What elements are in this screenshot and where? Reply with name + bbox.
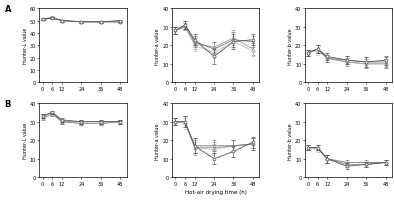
Y-axis label: Hunter-L value: Hunter-L value	[22, 28, 28, 64]
Text: B: B	[4, 99, 11, 108]
Y-axis label: Hunter-b value: Hunter-b value	[288, 122, 293, 159]
Y-axis label: Hunter-a value: Hunter-a value	[155, 28, 160, 64]
Y-axis label: Hunter-a value: Hunter-a value	[155, 122, 160, 159]
Y-axis label: Hunter-b value: Hunter-b value	[288, 28, 293, 64]
X-axis label: Hot-air drying time (h): Hot-air drying time (h)	[185, 189, 247, 194]
Text: A: A	[4, 5, 11, 14]
Y-axis label: Hunter-L value: Hunter-L value	[22, 123, 28, 159]
